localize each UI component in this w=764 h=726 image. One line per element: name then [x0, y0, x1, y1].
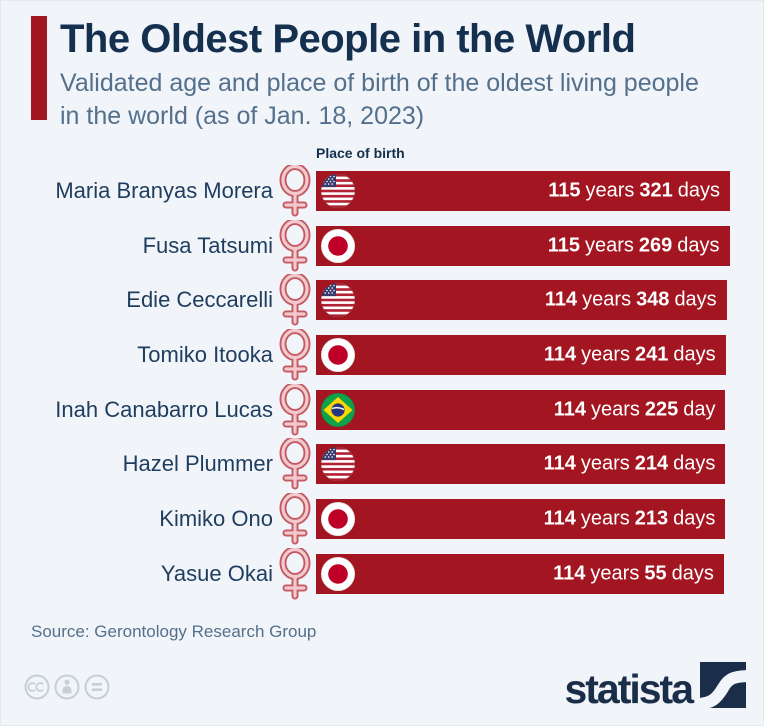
- age-bar: 114 years 348 days: [316, 280, 727, 321]
- female-symbol-icon: [273, 274, 316, 326]
- table-row: Hazel Plummer 114 years 214 days: [1, 444, 763, 485]
- source-text: Source: Gerontology Research Group: [31, 622, 317, 641]
- age-bar: 114 years 55 days: [316, 553, 724, 594]
- age-value: 114 years 241 days: [543, 343, 716, 366]
- age-value: 114 years 225 day: [553, 398, 716, 421]
- age-bar: 114 years 214 days: [316, 444, 726, 485]
- person-name: Maria Branyas Morera: [55, 178, 273, 203]
- japan-flag-icon: [321, 338, 355, 373]
- bar-track: 115 years 269 days: [316, 225, 730, 266]
- table-row: Kimiko Ono 114 years 213 days: [1, 499, 763, 540]
- female-symbol-icon: [273, 438, 316, 490]
- bar-track: 115 years 321 days: [316, 171, 730, 211]
- cc-icon: [24, 674, 50, 700]
- place-of-birth-column-header: Place of birth: [316, 145, 405, 161]
- page-title: The Oldest People in the World: [60, 17, 636, 61]
- age-bar: 114 years 213 days: [316, 499, 726, 540]
- table-row: Inah Canabarro Lucas 114 years 225 day: [1, 389, 763, 430]
- chart-rows: Maria Branyas Morera 115 years 321 days Fus…: [1, 171, 763, 594]
- person-name: Edie Ceccarelli: [126, 287, 273, 313]
- brazil-flag-icon: [321, 392, 355, 427]
- female-symbol-icon: [273, 548, 316, 600]
- age-bar: 115 years 269 days: [316, 225, 730, 266]
- chart-subtitle: Validated age and place of birth of the …: [60, 67, 699, 133]
- equals-icon: [84, 674, 110, 700]
- japan-flag-icon: [321, 228, 355, 263]
- table-row: Yasue Okai 114 years 55 days: [1, 553, 763, 594]
- table-row: Edie Ceccarelli 114 years 348 days: [1, 280, 763, 321]
- statista-logo-mark-icon: [700, 662, 746, 708]
- bar-track: 114 years 225 day: [316, 389, 730, 430]
- person-name: Fusa Tatsumi: [142, 232, 273, 258]
- age-value: 115 years 321 days: [548, 179, 720, 202]
- statista-logo[interactable]: statista: [564, 662, 746, 712]
- person-name: Tomiko Itooka: [137, 342, 273, 368]
- attribution-person-icon: [54, 674, 80, 700]
- subtitle-line-1: Validated age and place of birth of the …: [60, 69, 699, 97]
- united-states-flag-icon: [321, 283, 355, 317]
- person-name: Yasue Okai: [160, 560, 273, 586]
- bar-track: 114 years 214 days: [316, 444, 730, 485]
- person-name: Hazel Plummer: [122, 451, 273, 477]
- female-symbol-icon: [273, 493, 316, 545]
- statista-wordmark: statista: [564, 666, 694, 712]
- creative-commons-license-badges[interactable]: [22, 672, 112, 702]
- bar-track: 114 years 241 days: [316, 335, 730, 376]
- person-name: Kimiko Ono: [159, 506, 273, 532]
- age-value: 114 years 55 days: [553, 562, 714, 585]
- female-symbol-icon: [273, 165, 316, 217]
- japan-flag-icon: [321, 556, 355, 591]
- age-bar: 114 years 241 days: [316, 335, 726, 376]
- united-states-flag-icon: [321, 447, 355, 481]
- female-symbol-icon: [273, 384, 316, 436]
- bar-track: 114 years 213 days: [316, 499, 730, 540]
- age-bar: 115 years 321 days: [316, 171, 730, 211]
- bar-track: 114 years 55 days: [316, 553, 730, 594]
- female-symbol-icon: [273, 220, 316, 272]
- table-row: Fusa Tatsumi 115 years 269 days: [1, 225, 763, 266]
- female-symbol-icon: [273, 329, 316, 381]
- age-value: 114 years 214 days: [543, 452, 716, 475]
- united-states-flag-icon: [321, 174, 355, 208]
- age-bar: 114 years 225 day: [316, 389, 726, 430]
- age-value: 114 years 348 days: [544, 288, 717, 311]
- title-accent-bar: [31, 16, 47, 120]
- age-value: 115 years 269 days: [547, 234, 720, 257]
- subtitle-line-2: in the world (as of Jan. 18, 2023): [60, 102, 425, 130]
- person-name: Inah Canabarro Lucas: [55, 396, 273, 422]
- japan-flag-icon: [321, 502, 355, 537]
- bar-track: 114 years 348 days: [316, 280, 730, 321]
- age-value: 114 years 213 days: [543, 507, 716, 530]
- table-row: Tomiko Itooka 114 years 241 days: [1, 335, 763, 376]
- table-row: Maria Branyas Morera 115 years 321 days: [1, 171, 763, 211]
